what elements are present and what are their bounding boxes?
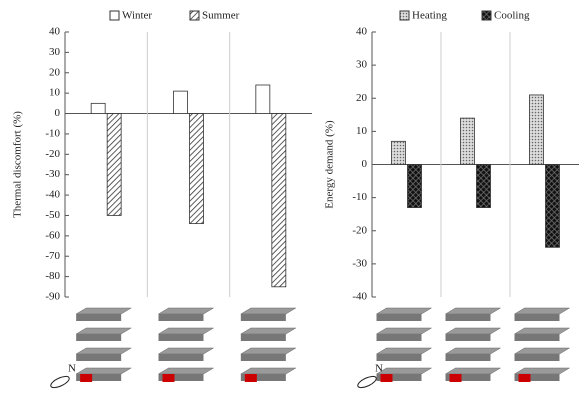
y-tick-label: -20 bbox=[45, 148, 60, 160]
building-icon bbox=[446, 368, 501, 374]
building-icon bbox=[241, 368, 296, 374]
building-icon bbox=[76, 348, 131, 354]
building-icon bbox=[377, 328, 432, 334]
building-icon bbox=[241, 334, 286, 341]
building-highlight bbox=[381, 374, 393, 382]
y-tick-label: -20 bbox=[352, 224, 367, 236]
y-tick-label: 20 bbox=[356, 92, 368, 104]
building-highlight bbox=[519, 374, 531, 382]
building-icon bbox=[76, 308, 131, 314]
building-icon bbox=[76, 328, 131, 334]
y-tick-label: 10 bbox=[356, 125, 368, 137]
y-tick-label: 40 bbox=[49, 26, 61, 38]
building-icon bbox=[377, 354, 422, 361]
y-tick-label: -70 bbox=[45, 250, 60, 262]
legend-label: Cooling bbox=[494, 10, 530, 22]
building-icon bbox=[159, 348, 214, 354]
compass-label: N bbox=[68, 363, 76, 375]
building-icon bbox=[76, 368, 131, 374]
figure: -90 -80 -70 -60 -50 -40 -30 -20 -10 0 10 20 30 40 Ther… bbox=[0, 0, 579, 396]
compass-label: N bbox=[375, 363, 383, 375]
legend-label: Heating bbox=[412, 10, 447, 22]
building-icon bbox=[446, 308, 501, 314]
building-icon bbox=[515, 334, 560, 341]
building-icon bbox=[241, 354, 286, 361]
building-icon bbox=[76, 354, 121, 361]
building-icon bbox=[446, 354, 491, 361]
compass bbox=[356, 374, 378, 390]
legend-swatch bbox=[190, 11, 199, 20]
building-highlight bbox=[450, 374, 462, 382]
building-icon bbox=[446, 334, 491, 341]
building-icon bbox=[159, 328, 214, 334]
building-icon bbox=[76, 334, 121, 341]
y-tick-label: 0 bbox=[362, 158, 368, 170]
bar bbox=[91, 103, 105, 113]
bar bbox=[546, 165, 560, 248]
bar bbox=[392, 141, 406, 164]
y-tick-label: 30 bbox=[356, 59, 368, 71]
compass bbox=[49, 374, 71, 390]
y-tick-label: -40 bbox=[352, 291, 367, 303]
bar bbox=[477, 165, 491, 208]
building-icon bbox=[159, 368, 214, 374]
building-icon bbox=[377, 368, 432, 374]
bar bbox=[190, 114, 204, 224]
building-icon bbox=[446, 314, 491, 321]
y-tick-label: -10 bbox=[45, 127, 60, 139]
building-icon bbox=[241, 314, 286, 321]
building-icon bbox=[446, 348, 501, 354]
building-icon bbox=[159, 308, 214, 314]
y-tick-label: -60 bbox=[45, 229, 60, 241]
bar bbox=[174, 91, 188, 113]
legend-label: Summer bbox=[202, 10, 240, 22]
building-icon bbox=[515, 354, 560, 361]
y-tick-label: 0 bbox=[55, 107, 61, 119]
bar bbox=[408, 165, 422, 208]
building-icon bbox=[76, 314, 121, 321]
legend-swatch bbox=[482, 11, 491, 20]
bar bbox=[461, 118, 475, 164]
building-icon bbox=[159, 354, 204, 361]
y-tick-label: -30 bbox=[45, 168, 60, 180]
y-tick-label: -80 bbox=[45, 270, 60, 282]
y-tick-label: -30 bbox=[352, 257, 367, 269]
building-icon bbox=[377, 308, 432, 314]
building-icon bbox=[377, 314, 422, 321]
y-tick-label: -40 bbox=[45, 189, 60, 201]
y-axis-label: Energy demand (%) bbox=[324, 120, 336, 209]
building-icon bbox=[159, 334, 204, 341]
building-icon bbox=[446, 328, 501, 334]
y-tick-label: -90 bbox=[45, 291, 60, 303]
building-icon bbox=[241, 308, 296, 314]
building-highlight bbox=[80, 374, 92, 382]
building-icon bbox=[515, 328, 570, 334]
building-icon bbox=[159, 314, 204, 321]
legend-swatch bbox=[110, 11, 119, 20]
building-icon bbox=[377, 348, 432, 354]
building-highlight bbox=[245, 374, 257, 382]
building-icon bbox=[377, 334, 422, 341]
legend-label: Winter bbox=[122, 10, 152, 22]
building-icon bbox=[241, 328, 296, 334]
bar bbox=[256, 85, 270, 114]
bar bbox=[107, 114, 121, 216]
y-tick-label: 40 bbox=[356, 26, 368, 38]
y-axis-label: Thermal discomfort (%) bbox=[12, 111, 24, 218]
y-tick-label: 30 bbox=[49, 46, 61, 58]
building-icon bbox=[515, 368, 570, 374]
building-icon bbox=[515, 348, 570, 354]
building-icon bbox=[515, 308, 570, 314]
y-tick-label: 20 bbox=[49, 66, 61, 78]
y-tick-label: -10 bbox=[352, 191, 367, 203]
building-icon bbox=[515, 314, 560, 321]
y-tick-label: 10 bbox=[49, 87, 61, 99]
building-highlight bbox=[163, 374, 175, 382]
bar bbox=[272, 114, 286, 287]
y-tick-label: -50 bbox=[45, 209, 60, 221]
legend-swatch bbox=[400, 11, 409, 20]
bar bbox=[530, 95, 544, 165]
building-icon bbox=[241, 348, 296, 354]
